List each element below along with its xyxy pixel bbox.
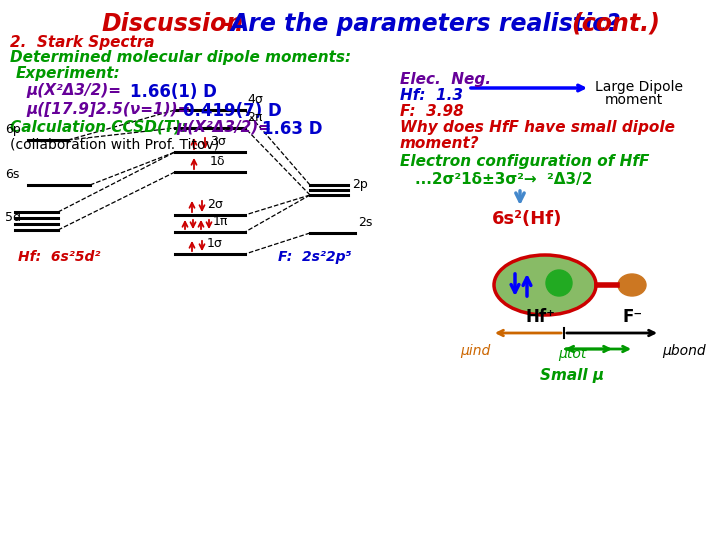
Text: F:  2s²2p⁵: F: 2s²2p⁵ <box>278 250 351 264</box>
Text: (cont.): (cont.) <box>571 12 660 36</box>
Text: 5d: 5d <box>5 211 21 224</box>
Text: Why does HfF have small dipole: Why does HfF have small dipole <box>400 120 675 135</box>
Text: μind: μind <box>460 344 490 358</box>
Text: 4σ: 4σ <box>247 93 263 106</box>
Text: 2σ: 2σ <box>207 198 223 211</box>
Circle shape <box>546 270 572 296</box>
Text: μ(X²Δ3/2)=: μ(X²Δ3/2)= <box>176 120 271 135</box>
Text: 3σ: 3σ <box>210 135 226 148</box>
Text: ...2σ²1δ±3σ²→  ²Δ3/2: ...2σ²1δ±3σ²→ ²Δ3/2 <box>415 172 593 187</box>
Text: 6p: 6p <box>5 123 21 136</box>
Text: 1σ: 1σ <box>207 237 223 250</box>
Text: Calculation CCSD(T):: Calculation CCSD(T): <box>10 120 193 135</box>
Text: Electron configuration of HfF: Electron configuration of HfF <box>400 154 649 169</box>
Text: 6s²(Hf): 6s²(Hf) <box>492 210 562 228</box>
Text: 2π: 2π <box>247 111 262 124</box>
Text: 2s: 2s <box>358 216 372 229</box>
Text: 1δ: 1δ <box>210 155 225 168</box>
Text: μ(X²Δ3/2)=: μ(X²Δ3/2)= <box>26 83 121 98</box>
Text: μtot: μtot <box>558 347 586 361</box>
Text: μ([17.9]2.5(ν=1))=: μ([17.9]2.5(ν=1))= <box>26 102 190 117</box>
Text: Small μ: Small μ <box>540 368 604 383</box>
Text: F:  3.98: F: 3.98 <box>400 104 464 119</box>
Text: 0.419(7) D: 0.419(7) D <box>183 102 282 120</box>
Text: (collaboration with Prof. Titov): (collaboration with Prof. Titov) <box>10 137 219 151</box>
Text: moment?: moment? <box>400 136 480 151</box>
Text: 1.66(1) D: 1.66(1) D <box>130 83 217 101</box>
Text: moment: moment <box>605 93 663 107</box>
Text: Hf⁺: Hf⁺ <box>525 308 555 326</box>
Text: Elec.  Neg.: Elec. Neg. <box>400 72 491 87</box>
Ellipse shape <box>618 274 646 296</box>
Text: Hf:  6s²5d²: Hf: 6s²5d² <box>18 250 101 264</box>
Text: F⁻: F⁻ <box>623 308 643 326</box>
Text: Experiment:: Experiment: <box>16 66 121 81</box>
Ellipse shape <box>495 256 595 314</box>
Text: 1π: 1π <box>213 215 228 228</box>
Text: -: - <box>223 12 233 36</box>
Text: Large Dipole: Large Dipole <box>595 80 683 94</box>
Text: Hf:  1.3: Hf: 1.3 <box>400 88 463 103</box>
Text: Discussion: Discussion <box>102 12 244 36</box>
Text: μbond: μbond <box>662 344 706 358</box>
Text: Are the parameters realistic?: Are the parameters realistic? <box>231 12 621 36</box>
Text: Determined molecular dipole moments:: Determined molecular dipole moments: <box>10 50 351 65</box>
Text: 1.63 D: 1.63 D <box>262 120 323 138</box>
Text: 2p: 2p <box>352 178 368 191</box>
Text: 2.  Stark Spectra: 2. Stark Spectra <box>10 35 155 50</box>
Text: 6s: 6s <box>5 168 19 181</box>
